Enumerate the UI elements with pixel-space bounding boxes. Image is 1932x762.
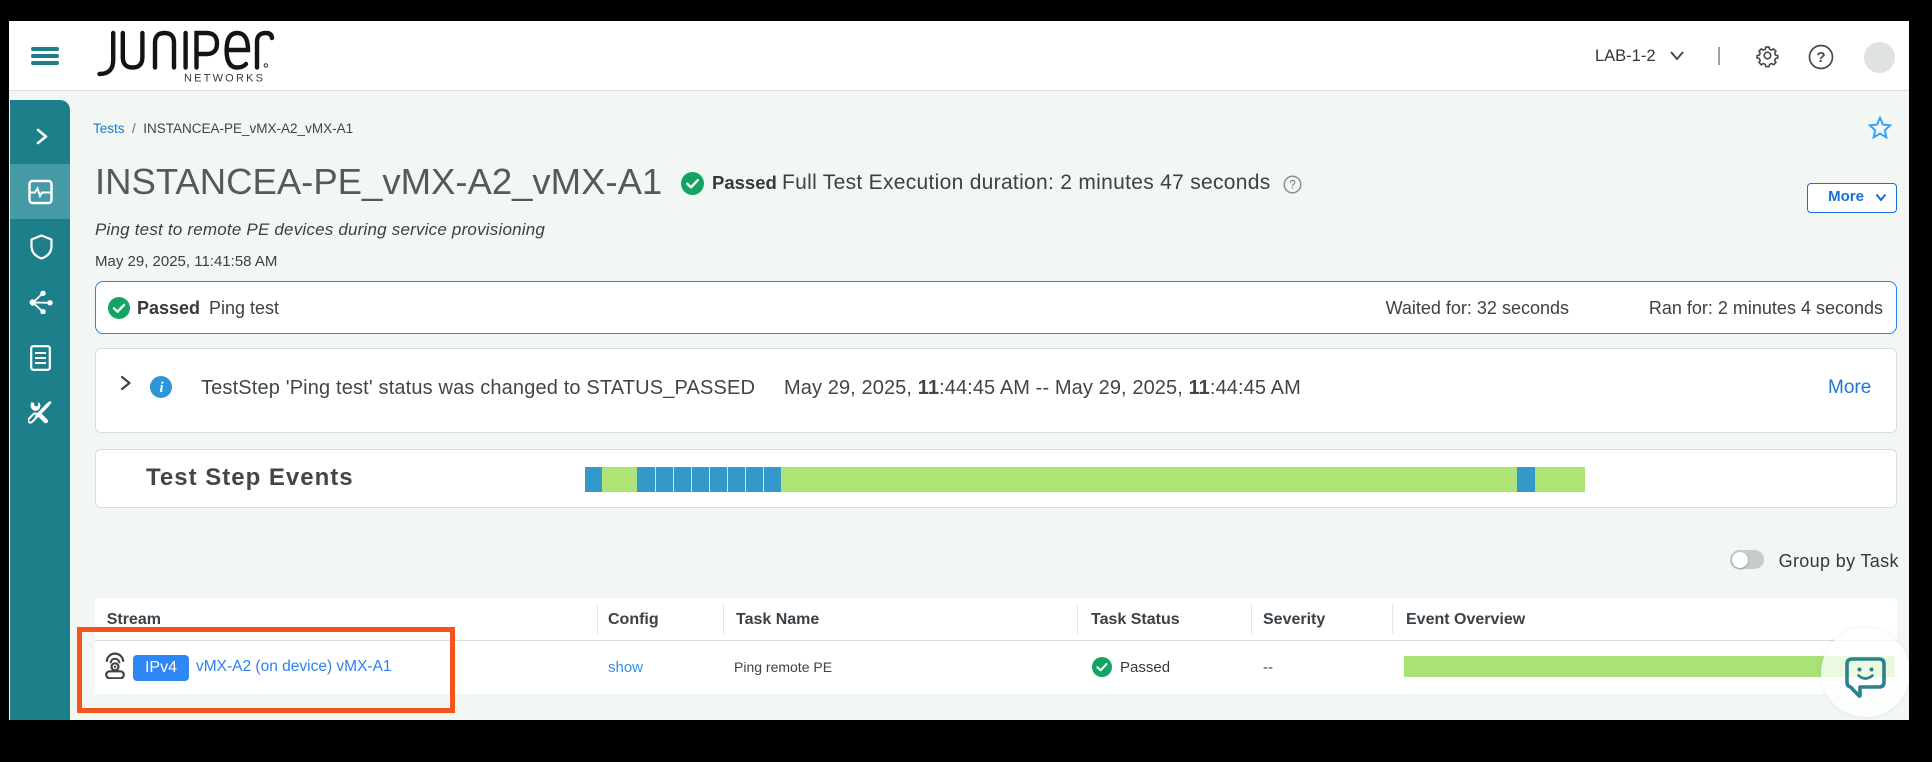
svg-text:i: i [159,380,163,396]
svg-text:?: ? [1816,49,1825,66]
svg-text:?: ? [1289,180,1295,192]
svg-text:NETWORKS: NETWORKS [184,73,265,85]
